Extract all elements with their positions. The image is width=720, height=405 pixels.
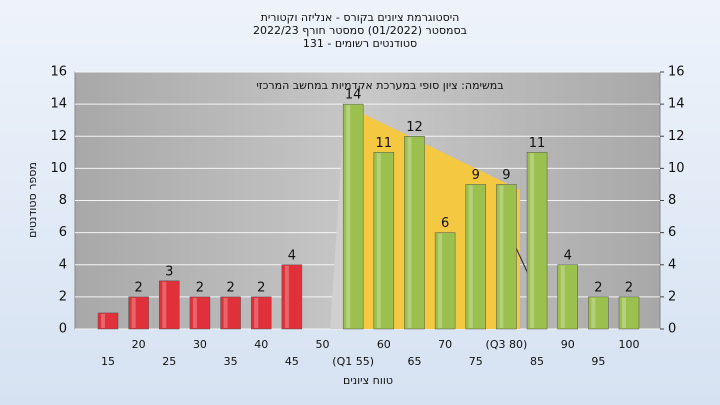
bar-shine: [192, 297, 197, 328]
y-tick-label: 10: [50, 161, 67, 176]
y-tick-label: 12: [50, 129, 67, 144]
data-label: 2: [226, 280, 234, 295]
bar: [496, 184, 517, 330]
bar-shine: [468, 185, 473, 328]
bar-shine: [223, 297, 228, 328]
bar-shine: [499, 185, 504, 328]
x-axis-label: טווח ציונים: [343, 374, 393, 387]
x-tick-label: 15: [101, 355, 115, 368]
data-label: 3: [165, 264, 173, 279]
bar: [465, 184, 487, 330]
bar: [373, 152, 395, 330]
shade-area: [330, 105, 345, 329]
y2-tick-label: 0: [668, 322, 676, 337]
x-tick-label: 85: [530, 355, 544, 368]
chart-subtitle: סטודנטים רשומים - 131: [303, 37, 417, 50]
x-tick-label: 25: [162, 355, 176, 368]
data-label: 11: [376, 136, 393, 151]
bar-shine: [560, 265, 565, 328]
bar-shine: [346, 105, 351, 328]
x-tick-label: 45: [285, 355, 299, 368]
bar-shine: [376, 153, 381, 328]
y2-tick-label: 6: [668, 225, 676, 240]
x-tick-label: (Q3 80): [486, 338, 528, 351]
x-tick-label: 70: [438, 338, 452, 351]
bar: [159, 280, 180, 330]
bar: [250, 296, 272, 330]
bar-shine: [591, 297, 596, 328]
data-label: 6: [441, 216, 449, 231]
bar: [342, 103, 364, 330]
x-tick-label: 30: [193, 338, 207, 351]
bar: [97, 312, 119, 330]
bar-shine: [622, 297, 626, 328]
data-label: 9: [472, 168, 480, 183]
x-tick-label: 100: [619, 338, 640, 351]
annotation: במשימה: ציון סופי במערכת אקדמיות במחשב ה…: [256, 79, 503, 92]
x-tick-label: 75: [469, 355, 483, 368]
y2-tick-label: 4: [668, 257, 676, 272]
bar-shine: [407, 137, 412, 328]
bar: [189, 296, 211, 330]
chart-title: היסטוגרמת ציונים בקורס - אנליזה וקטורית: [261, 11, 460, 24]
y2-tick-label: 16: [668, 65, 685, 80]
bar: [434, 232, 456, 330]
bar: [281, 264, 303, 330]
y-tick-label: 6: [59, 225, 67, 240]
data-label: 9: [502, 168, 510, 183]
x-tick-label: 65: [407, 355, 421, 368]
bar: [526, 152, 548, 330]
x-tick-label: 60: [377, 338, 391, 351]
bar-shine: [530, 153, 535, 328]
x-tick-label: 90: [561, 338, 575, 351]
data-label: 2: [594, 280, 602, 295]
bar: [588, 296, 609, 330]
data-label: 14: [345, 88, 362, 103]
data-label: 12: [406, 120, 423, 135]
bar-shine: [131, 297, 136, 328]
y-axis-label: מספר סטודנטים: [26, 162, 39, 238]
x-tick-label: 35: [224, 355, 238, 368]
data-label: 2: [196, 280, 204, 295]
y-tick-label: 16: [50, 65, 67, 80]
y-tick-label: 4: [59, 257, 67, 272]
bar-shine: [438, 233, 443, 328]
x-tick-label: 20: [132, 338, 146, 351]
bar: [128, 296, 149, 330]
bar: [404, 136, 425, 330]
y-tick-label: 14: [50, 97, 67, 112]
data-label: 2: [257, 280, 265, 295]
bar-shine: [284, 265, 289, 328]
y2-tick-label: 10: [668, 161, 685, 176]
bar: [557, 264, 578, 330]
y-tick-label: 8: [59, 193, 67, 208]
data-label: 11: [529, 136, 546, 151]
data-label: 4: [288, 248, 296, 263]
y2-tick-label: 8: [668, 193, 676, 208]
y-tick-label: 2: [59, 289, 67, 304]
x-tick-label: 50: [316, 338, 330, 351]
data-label: 4: [564, 248, 572, 263]
y-tick-label: 0: [59, 322, 67, 337]
y2-tick-label: 2: [668, 289, 676, 304]
x-tick-label: 95: [591, 355, 605, 368]
bar-shine: [254, 297, 259, 328]
y2-tick-label: 14: [668, 97, 685, 112]
y2-tick-label: 12: [668, 129, 685, 144]
x-tick-label: (Q1 55): [332, 355, 374, 368]
bar-shine: [101, 313, 105, 328]
bar: [618, 296, 640, 330]
x-tick-label: 40: [254, 338, 268, 351]
data-label: 2: [135, 280, 143, 295]
chart-subtitle: בסמסטר (01/2022) סמסטר חורף 2022/23: [253, 24, 467, 37]
bar-shine: [162, 281, 167, 328]
bar: [220, 296, 241, 330]
data-label: 2: [625, 280, 633, 295]
